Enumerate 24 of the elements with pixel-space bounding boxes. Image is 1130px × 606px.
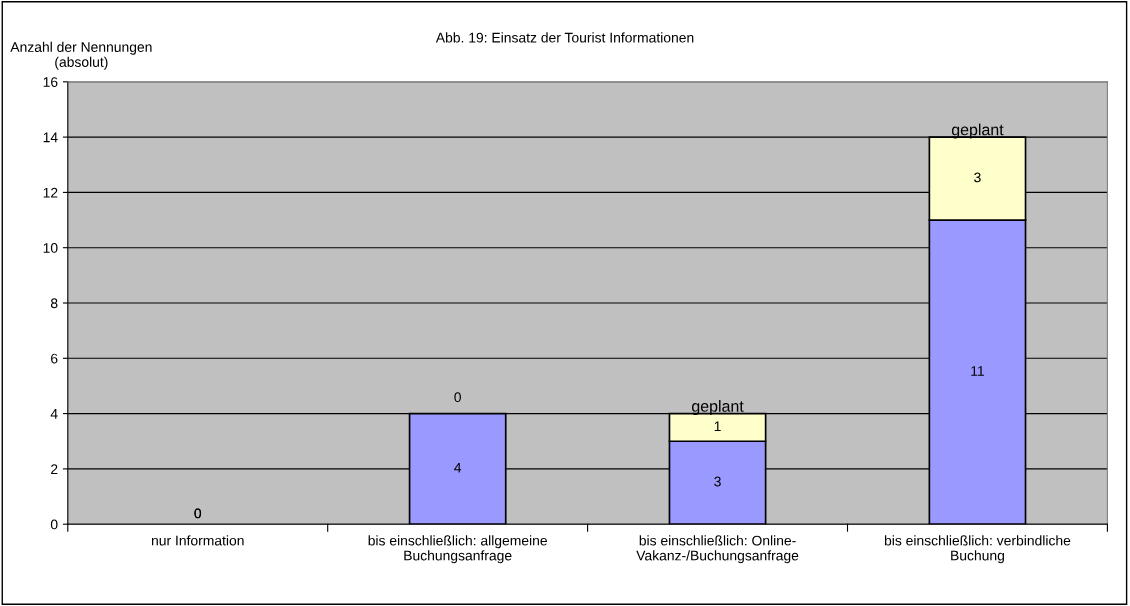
y-tick-label: 16 bbox=[43, 77, 58, 87]
y-tick-label: 14 bbox=[43, 132, 58, 143]
x-tick-label: bis einschließlich: allgemeine Buchungsanfrage bbox=[368, 535, 547, 564]
data-label: 1 bbox=[714, 421, 721, 432]
y-tick-label: 2 bbox=[51, 464, 58, 474]
x-tick-label: bis einschließlich: Online- Vakanz-/Buchungsanfrage bbox=[636, 535, 799, 564]
y-tick-label: 8 bbox=[50, 298, 58, 309]
y-tick-label: 12 bbox=[43, 187, 58, 198]
y-tick-label: 10 bbox=[43, 243, 58, 253]
y-axis-title: Anzahl der Nennungen (absolut) bbox=[10, 41, 152, 70]
y-tick-label: 4 bbox=[50, 409, 58, 419]
annotation: geplant bbox=[951, 123, 1004, 139]
data-label: 3 bbox=[714, 476, 721, 487]
y-tick-label: 6 bbox=[51, 353, 58, 364]
chart-title: Abb. 19: Einsatz der Tourist Informationen bbox=[435, 32, 694, 43]
x-tick-label: bis einschließlich: verbindliche Buchung bbox=[884, 535, 1071, 564]
data-label: 11 bbox=[971, 366, 984, 376]
annotation: geplant bbox=[692, 400, 744, 415]
x-tick-label: nur Information bbox=[151, 535, 244, 546]
data-label: 0 bbox=[454, 392, 461, 403]
data-label: 3 bbox=[974, 172, 981, 183]
y-tick-label: 0 bbox=[50, 519, 58, 530]
data-label: 0 bbox=[194, 508, 202, 519]
data-label: 4 bbox=[454, 462, 462, 473]
